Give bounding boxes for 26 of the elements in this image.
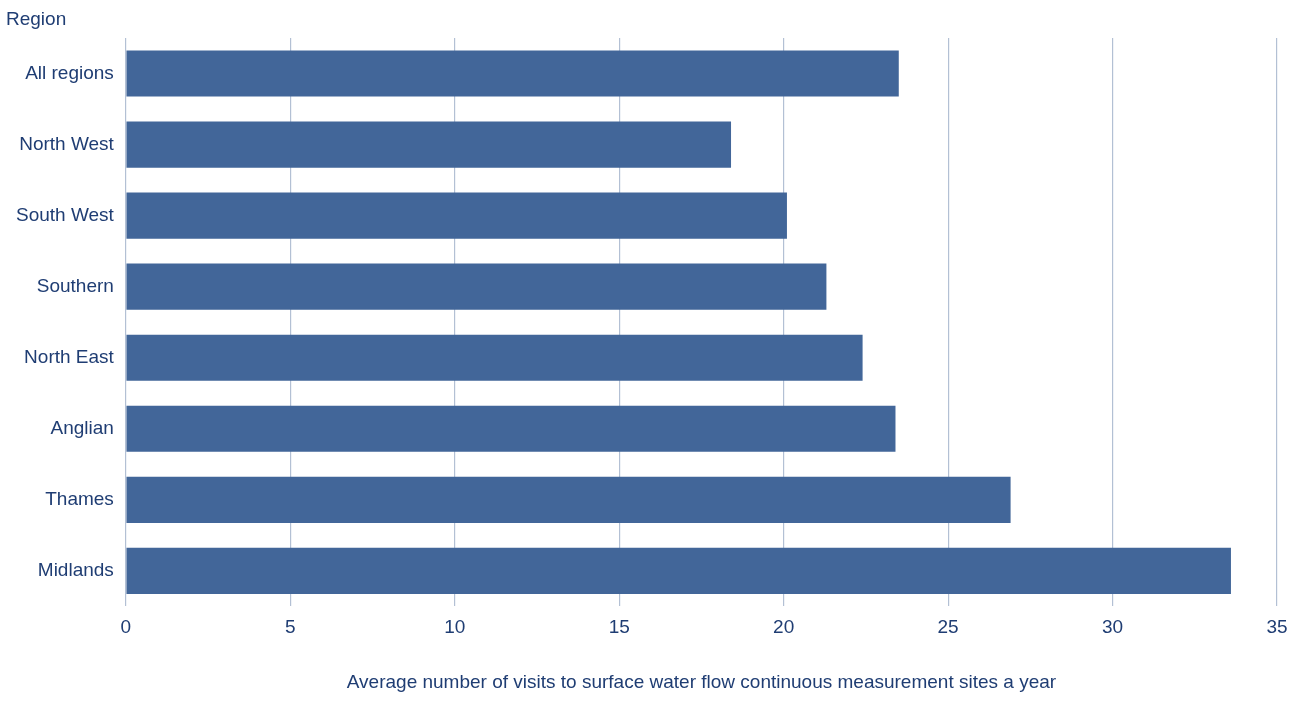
x-tick-label: 20 bbox=[773, 616, 795, 638]
bar bbox=[126, 405, 896, 452]
y-tick-label: Anglian bbox=[50, 417, 114, 439]
y-tick-label: North West bbox=[19, 132, 115, 154]
bar bbox=[126, 476, 1011, 523]
x-tick-label: 0 bbox=[120, 616, 132, 638]
y-tick-label: All regions bbox=[25, 61, 114, 83]
bar bbox=[126, 192, 787, 239]
bar bbox=[126, 121, 732, 168]
x-tick-label: 10 bbox=[444, 616, 466, 638]
y-tick-label: Southern bbox=[36, 274, 114, 296]
y-tick-label: North East bbox=[24, 345, 115, 367]
bar bbox=[126, 547, 1231, 594]
y-tick-label: Midlands bbox=[37, 559, 114, 581]
x-tick-label: 35 bbox=[1266, 616, 1288, 638]
y-tick-label: Thames bbox=[45, 488, 114, 510]
bar bbox=[126, 50, 899, 97]
y-tick-label: South West bbox=[15, 203, 115, 225]
bar bbox=[126, 334, 863, 381]
x-tick-label: 15 bbox=[608, 616, 630, 638]
bar bbox=[126, 263, 827, 310]
x-tick-label: 25 bbox=[937, 616, 959, 638]
x-tick-label: 5 bbox=[285, 616, 296, 638]
x-axis-title: Average number of visits to surface water flow continuous measurement sites a year bbox=[346, 670, 1057, 692]
x-tick-label: 30 bbox=[1101, 616, 1124, 638]
y-axis-title: Region bbox=[6, 7, 67, 29]
